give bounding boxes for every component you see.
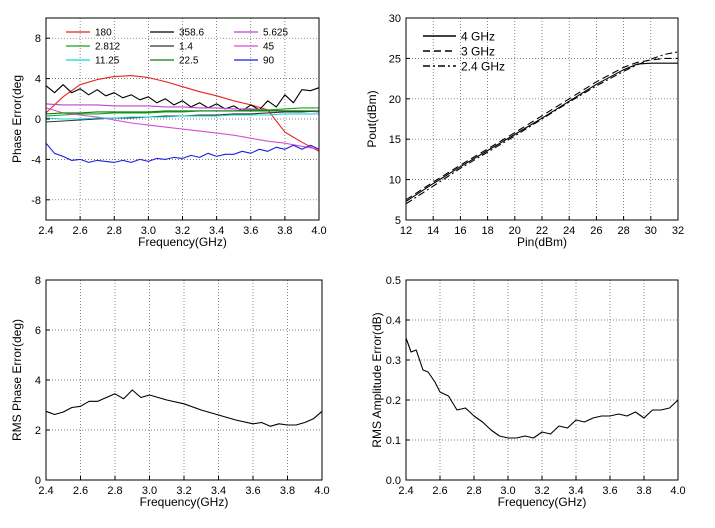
legend-label: 2.4 GHz (461, 60, 505, 74)
y-tick-label: 15 (389, 134, 401, 146)
y-tick-label: 0 (35, 475, 41, 487)
x-tick-label: 2.8 (107, 225, 122, 237)
series-line-180 (45, 75, 320, 152)
x-tick-label: 3.0 (142, 485, 157, 497)
legend-label: 5.625 (263, 28, 288, 39)
x-tick-label: 3.4 (209, 225, 224, 237)
x-tick-label: 2.4 (398, 485, 413, 497)
series-line-RMS-Phase-Error (45, 389, 323, 427)
x-tick-label: 4.0 (311, 225, 326, 237)
legend-label: 45 (263, 42, 275, 53)
x-tick-label: 3.8 (636, 485, 651, 497)
series-line-2.812 (45, 107, 319, 117)
legend-label: 358.6 (179, 28, 204, 39)
x-tick-label: 32 (672, 225, 684, 237)
series-line-45 (45, 107, 320, 150)
y-tick-label: 0.2 (386, 395, 401, 407)
y-tick-label: 10 (389, 175, 401, 187)
x-tick-label: 2.6 (73, 485, 88, 497)
x-tick-label: 4.0 (670, 485, 685, 497)
y-axis-label: Pout(dBm) (365, 90, 379, 147)
rms-amplitude-error-chart: 2.4 2.6 2.8 3.0 3.2 3.4 3.6 3.8 4.0 0.0 0.1 0.2 0.3 0… (370, 275, 686, 509)
y-axis-label: RMS Amplitude Error(dB) (370, 312, 384, 447)
y-tick-label: 20 (389, 94, 401, 106)
x-tick-label: 2.6 (72, 225, 87, 237)
x-tick-label: 14 (427, 225, 439, 237)
x-tick-label: 3.8 (280, 485, 295, 497)
x-axis-label: Frequency(GHz) (138, 235, 227, 249)
y-tick-label: 0.1 (386, 435, 401, 447)
x-tick-label: 22 (536, 225, 548, 237)
y-tick-label: 0.3 (386, 355, 401, 367)
x-tick-label: 2.4 (38, 485, 53, 497)
x-tick-label: 3.2 (534, 485, 549, 497)
series-line-90 (45, 142, 320, 163)
x-tick-label: 3.2 (176, 485, 191, 497)
y-tick-label: 25 (389, 53, 401, 65)
phase-error-chart: 2.4 2.6 2.8 3.0 3.2 3.4 3.6 3.8 4.0 -8 -4 0 4 8 Freque… (10, 17, 327, 249)
legend-label: 22.5 (179, 56, 199, 67)
series-line-358.6 (45, 84, 320, 112)
y-tick-label: 6 (35, 325, 41, 337)
y-tick-label: 8 (35, 275, 41, 287)
y-tick-label: -4 (31, 154, 41, 166)
x-tick-label: 28 (617, 225, 629, 237)
legend-label: 11.25 (95, 56, 120, 67)
y-tick-label: 8 (35, 33, 41, 45)
series-line-5.625 (45, 103, 320, 113)
x-tick-label: 2.4 (38, 225, 53, 237)
y-tick-label: 4 (35, 375, 41, 387)
legend-label: 2.812 (95, 42, 120, 53)
x-tick-label: 3.6 (245, 485, 260, 497)
series-line-11.25 (45, 113, 319, 120)
legend-label: 180 (95, 28, 112, 39)
series-line-4-GHz (405, 62, 678, 202)
x-tick-label: 3.6 (243, 225, 258, 237)
y-tick-label: 5 (395, 215, 401, 227)
y-axis-label: RMS Phase Error(deg) (10, 319, 24, 441)
y-tick-label: 4 (35, 74, 41, 86)
x-axis-label: Frequency(GHz) (498, 495, 587, 509)
x-tick-label: 12 (400, 225, 412, 237)
legend-label: 3 GHz (461, 45, 495, 59)
x-axis-label: Pin(dBm) (517, 235, 567, 249)
x-tick-label: 16 (454, 225, 466, 237)
x-tick-label: 3.0 (141, 225, 156, 237)
pout-vs-pin-chart: 12 14 16 18 20 22 24 26 28 30 32 5 10 15 20 25 30 Pin(dBm… (365, 13, 684, 249)
legend-label: 1.4 (179, 42, 193, 53)
x-tick-label: 26 (590, 225, 602, 237)
x-tick-label: 24 (563, 225, 575, 237)
x-axis-label: Frequency(GHz) (140, 495, 229, 509)
y-tick-label: -8 (31, 195, 41, 207)
x-tick-label: 3.2 (175, 225, 190, 237)
y-tick-label: 0 (35, 114, 41, 126)
x-tick-label: 2.6 (432, 485, 447, 497)
x-tick-label: 2.8 (466, 485, 481, 497)
x-tick-label: 4.0 (314, 485, 329, 497)
y-tick-label: 0.0 (386, 475, 401, 487)
y-tick-label: 0.5 (386, 275, 401, 287)
x-tick-label: 3.4 (568, 485, 583, 497)
legend-label: 4 GHz (461, 30, 495, 44)
series-line-3-GHz (405, 57, 678, 201)
x-tick-label: 18 (481, 225, 493, 237)
y-tick-label: 2 (35, 425, 41, 437)
series-line-2.4-GHz (405, 51, 679, 205)
y-tick-label: 30 (389, 13, 401, 25)
x-tick-label: 20 (509, 225, 521, 237)
x-tick-label: 2.8 (107, 485, 122, 497)
y-axis-label: Phase Error(deg (10, 75, 24, 163)
x-tick-label: 3.4 (211, 485, 226, 497)
rms-phase-error-chart: 2.4 2.6 2.8 3.0 3.2 3.4 3.6 3.8 4.0 0 2 4 6 8 Frequenc… (10, 275, 330, 509)
x-tick-label: 3.8 (277, 225, 292, 237)
y-tick-label: 0.4 (386, 315, 401, 327)
series-line-RMS-Amplitude-Error (405, 337, 679, 439)
x-tick-label: 3.6 (602, 485, 617, 497)
series-line-22.5 (45, 110, 319, 115)
legend-label: 90 (263, 56, 275, 67)
x-tick-label: 30 (645, 225, 657, 237)
x-tick-label: 3.0 (500, 485, 515, 497)
